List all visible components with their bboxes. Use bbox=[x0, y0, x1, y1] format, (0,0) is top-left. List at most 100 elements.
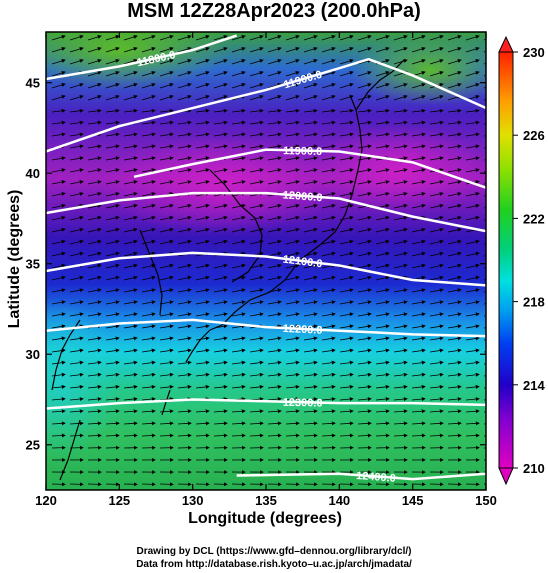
colorbar: 210 214 218 222 226 230 bbox=[498, 35, 545, 486]
wind-arrow bbox=[141, 108, 156, 113]
wind-arrow bbox=[213, 71, 228, 77]
wind-arrow bbox=[465, 108, 480, 113]
wind-arrow bbox=[393, 263, 408, 269]
wind-arrow bbox=[447, 263, 462, 269]
wind-arrow bbox=[213, 336, 228, 341]
wind-arrow bbox=[303, 263, 318, 269]
wind-arrow bbox=[159, 384, 174, 389]
wind-arrow bbox=[303, 409, 318, 414]
wind-arrow bbox=[393, 300, 408, 305]
wind-arrow bbox=[105, 132, 120, 137]
wind-arrow bbox=[429, 397, 444, 402]
wind-arrow bbox=[285, 227, 300, 233]
wind-arrow bbox=[105, 47, 120, 53]
wind-arrow bbox=[357, 409, 372, 414]
wind-arrow bbox=[159, 120, 174, 125]
wind-arrow bbox=[267, 421, 282, 426]
wind-arrow bbox=[465, 312, 480, 317]
wind-arrow bbox=[303, 275, 318, 281]
wind-arrow bbox=[303, 47, 318, 53]
wind-arrow bbox=[177, 227, 192, 233]
wind-arrow bbox=[105, 300, 120, 305]
wind-arrow bbox=[393, 108, 408, 113]
wind-arrow bbox=[357, 275, 372, 281]
wind-arrow bbox=[195, 95, 210, 101]
wind-arrow bbox=[393, 251, 408, 257]
wind-arrow bbox=[249, 275, 264, 281]
wind-arrow bbox=[213, 421, 228, 426]
credit-drawing: Drawing by DCL (https://www.gfd–dennou.o… bbox=[136, 546, 412, 557]
wind-arrow bbox=[339, 35, 354, 41]
wind-arrow bbox=[303, 372, 318, 377]
wind-arrow bbox=[195, 156, 210, 161]
wind-arrow bbox=[321, 215, 336, 221]
wind-arrow bbox=[393, 132, 408, 137]
wind-arrow bbox=[393, 95, 408, 101]
wind-arrow bbox=[357, 227, 372, 233]
wind-arrow bbox=[69, 227, 84, 233]
wind-arrow bbox=[123, 59, 138, 65]
temperature-field bbox=[46, 32, 486, 490]
wind-arrow bbox=[429, 384, 444, 389]
wind-arrow bbox=[195, 168, 210, 173]
wind-arrow bbox=[249, 384, 264, 389]
wind-arrow bbox=[339, 203, 354, 209]
wind-arrow bbox=[375, 144, 390, 149]
wind-arrow bbox=[69, 59, 84, 65]
wind-arrow bbox=[87, 180, 102, 185]
wind-arrow bbox=[87, 35, 102, 41]
wind-arrow bbox=[393, 120, 408, 125]
wind-arrow bbox=[141, 215, 156, 221]
wind-arrow bbox=[429, 132, 444, 137]
wind-arrow bbox=[177, 83, 192, 89]
wind-arrow bbox=[177, 59, 192, 65]
wind-arrow bbox=[447, 409, 462, 414]
wind-arrow bbox=[267, 433, 282, 438]
wind-arrow bbox=[159, 108, 174, 113]
wind-arrow bbox=[375, 47, 390, 53]
wind-arrow bbox=[105, 108, 120, 113]
wind-arrow bbox=[357, 348, 372, 353]
wind-arrow bbox=[249, 227, 264, 233]
wind-arrow bbox=[447, 71, 462, 77]
wind-arrow bbox=[393, 47, 408, 53]
wind-arrow bbox=[321, 288, 336, 293]
x-tick-label: 150 bbox=[475, 493, 497, 508]
wind-arrow bbox=[159, 336, 174, 341]
wind-arrow bbox=[195, 59, 210, 65]
wind-arrow bbox=[267, 360, 282, 365]
wind-arrow bbox=[123, 180, 138, 185]
wind-arrow bbox=[267, 168, 282, 173]
wind-arrow bbox=[465, 168, 480, 173]
wind-arrow bbox=[375, 168, 390, 173]
wind-arrow bbox=[339, 168, 354, 173]
colorbar-tick-label: 226 bbox=[523, 128, 545, 143]
wind-arrow bbox=[411, 433, 426, 438]
wind-arrow bbox=[465, 348, 480, 353]
wind-arrow bbox=[411, 300, 426, 305]
wind-arrow bbox=[51, 59, 66, 65]
wind-arrow bbox=[393, 203, 408, 209]
wind-arrow bbox=[213, 144, 228, 149]
wind-arrow bbox=[87, 312, 102, 317]
wind-arrow bbox=[285, 288, 300, 293]
wind-arrow bbox=[339, 120, 354, 125]
wind-arrow bbox=[105, 324, 120, 329]
wind-arrow bbox=[123, 239, 138, 245]
wind-arrow bbox=[51, 35, 66, 41]
wind-arrow bbox=[429, 239, 444, 245]
wind-arrow bbox=[285, 372, 300, 377]
wind-arrow bbox=[465, 239, 480, 245]
x-tick-label: 125 bbox=[108, 493, 130, 508]
wind-arrow bbox=[339, 421, 354, 426]
wind-arrow bbox=[357, 288, 372, 293]
wind-arrow bbox=[285, 263, 300, 269]
wind-arrow bbox=[375, 132, 390, 137]
wind-arrow bbox=[69, 384, 84, 389]
wind-arrow bbox=[231, 156, 246, 161]
wind-arrow bbox=[141, 384, 156, 389]
wind-arrow bbox=[123, 421, 138, 426]
wind-arrow bbox=[285, 168, 300, 173]
wind-arrow bbox=[447, 108, 462, 113]
wind-arrow bbox=[69, 156, 84, 161]
